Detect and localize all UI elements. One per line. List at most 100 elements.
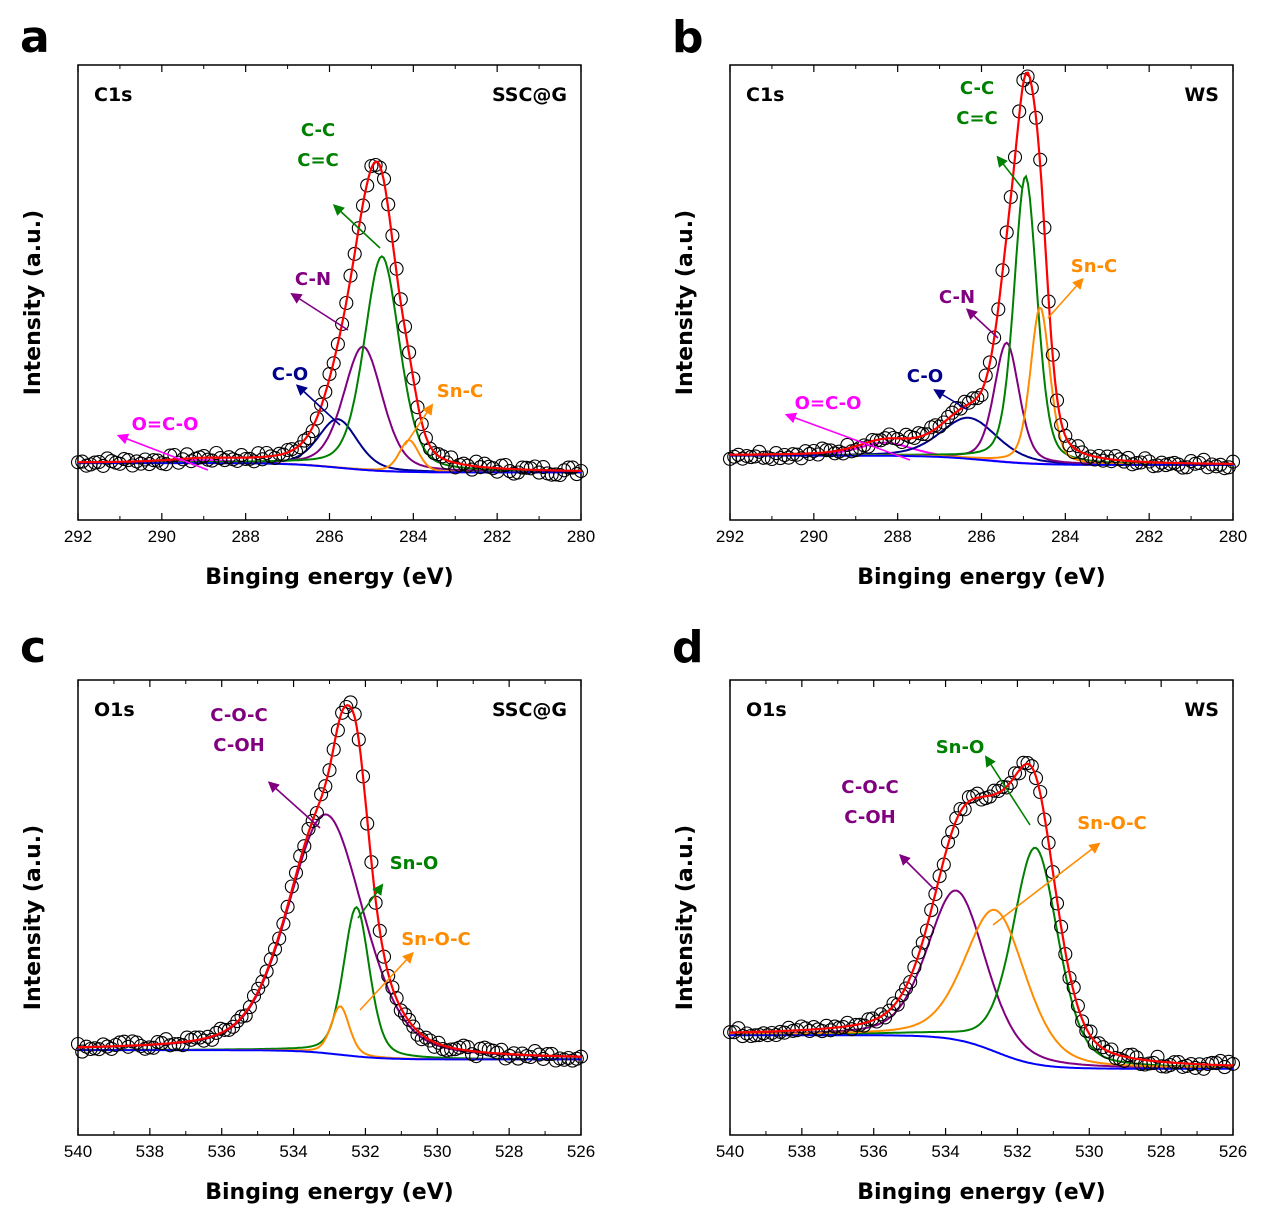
component-curve — [730, 889, 1233, 1069]
raw-data-point — [1079, 1023, 1094, 1038]
raw-data-point — [1007, 766, 1023, 781]
x-tick-label: 292 — [64, 527, 92, 546]
raw-data-point — [246, 454, 262, 469]
raw-data-point — [1188, 1060, 1203, 1075]
raw-data-point — [251, 981, 266, 996]
peak-arrow — [992, 842, 1101, 926]
peak-label: O=C-O — [795, 393, 862, 414]
raw-data-point — [815, 1024, 830, 1039]
peak-label-line: C-O-C — [210, 705, 267, 726]
raw-data-point — [205, 1032, 220, 1047]
x-axis-title: Binging energy (eV) — [857, 1180, 1106, 1205]
raw-data-point — [314, 397, 329, 412]
raw-data-point — [389, 991, 404, 1006]
raw-data-point — [1075, 1014, 1090, 1029]
raw-data-point — [70, 1036, 86, 1052]
peak-label-line: O=C-O — [132, 414, 199, 435]
peak-label: C-O-C C-OH — [210, 705, 267, 756]
raw-data-point — [444, 450, 459, 465]
raw-data-point — [544, 467, 559, 482]
peak-arrow — [359, 951, 414, 1011]
peak-label-line: C-N — [939, 287, 975, 308]
raw-data-point — [936, 415, 951, 430]
x-tick-label: 280 — [567, 527, 595, 546]
raw-data-point — [1137, 451, 1153, 466]
raw-data-point — [238, 451, 253, 467]
raw-data-point — [318, 384, 333, 399]
peak-label-line: C-O — [907, 366, 943, 387]
peak-label: Sn-O-C — [1077, 813, 1147, 834]
raw-data-point — [175, 1038, 190, 1053]
x-tick-label: 286 — [967, 527, 995, 546]
envelope-curve — [729, 71, 1233, 465]
raw-data-point — [894, 434, 909, 450]
x-tick-label: 528 — [1147, 1142, 1175, 1161]
envelope-curve — [78, 160, 581, 472]
raw-data-point — [309, 411, 324, 426]
peak-label-line: O=C-O — [795, 393, 862, 414]
raw-data-point — [911, 945, 926, 960]
y-axis-title: Intensity (a.u.) — [673, 210, 698, 395]
x-tick-label: 284 — [399, 527, 427, 546]
raw-data-point — [1096, 1040, 1111, 1055]
peak-label: C-O — [907, 366, 943, 387]
raw-data-point — [402, 1012, 417, 1027]
raw-data-point — [957, 802, 972, 817]
sample-label: SSC@G — [492, 84, 567, 106]
peak-arrow — [357, 883, 384, 919]
peak-label-line: C-N — [295, 269, 331, 290]
raw-data-point — [469, 454, 484, 469]
raw-data-point — [995, 779, 1010, 794]
peak-label: C-C C=C — [956, 78, 998, 129]
raw-data-point — [1070, 998, 1085, 1013]
x-tick-label: 538 — [788, 1142, 816, 1161]
peak-label-line: C=C — [956, 108, 998, 129]
peak-label-line: Sn-O — [390, 853, 439, 874]
raw-data-point — [423, 441, 438, 456]
x-tick-label: 282 — [483, 527, 511, 546]
raw-data-point — [284, 442, 299, 457]
raw-data-point — [882, 427, 897, 442]
raw-data-point — [756, 450, 771, 465]
raw-data-point — [945, 824, 960, 839]
raw-data-point — [911, 426, 926, 441]
panel-letter: c — [20, 622, 46, 673]
raw-data-point — [301, 431, 316, 446]
peak-arrow — [290, 292, 349, 331]
raw-data-point — [945, 405, 960, 420]
x-tick-label: 290 — [800, 527, 828, 546]
panel-b: b 292 290 288 286 284 282 280 Binging energy (eV… — [672, 12, 1247, 590]
peak-label: C-N — [939, 287, 975, 308]
background-line — [78, 462, 581, 474]
component-curve — [78, 813, 581, 1058]
peak-label: Sn-O — [390, 853, 439, 874]
x-tick-label: 540 — [64, 1142, 92, 1161]
raw-data-point — [1058, 428, 1073, 443]
peak-arrow — [267, 781, 321, 829]
peak-label-line: Sn-C — [437, 381, 483, 402]
raw-data-point — [142, 1040, 157, 1055]
peak-arrow — [1047, 277, 1084, 319]
peak-label: C-N — [295, 269, 331, 290]
plot-frame — [77, 679, 582, 1136]
raw-data-point — [100, 451, 115, 466]
raw-data-point — [1204, 1055, 1220, 1070]
raw-data-point — [1012, 766, 1027, 781]
x-tick-label: 286 — [315, 527, 343, 546]
raw-data-point — [1154, 1059, 1169, 1074]
raw-data-point — [414, 416, 429, 432]
x-tick-label: 536 — [860, 1142, 888, 1161]
raw-data-point — [297, 839, 312, 854]
peak-label: Sn-C — [1071, 256, 1117, 277]
peak-label: Sn-O-C — [401, 929, 471, 950]
peak-label: C-O — [272, 364, 308, 385]
raw-data-point — [907, 960, 922, 975]
raw-data-point — [569, 467, 584, 482]
raw-data-point — [890, 997, 905, 1012]
raw-data-point — [418, 1030, 433, 1045]
raw-data-point — [293, 440, 308, 455]
raw-data-point — [794, 451, 809, 466]
peak-label-line: C-C — [301, 120, 335, 141]
raw-data-point — [949, 811, 964, 826]
